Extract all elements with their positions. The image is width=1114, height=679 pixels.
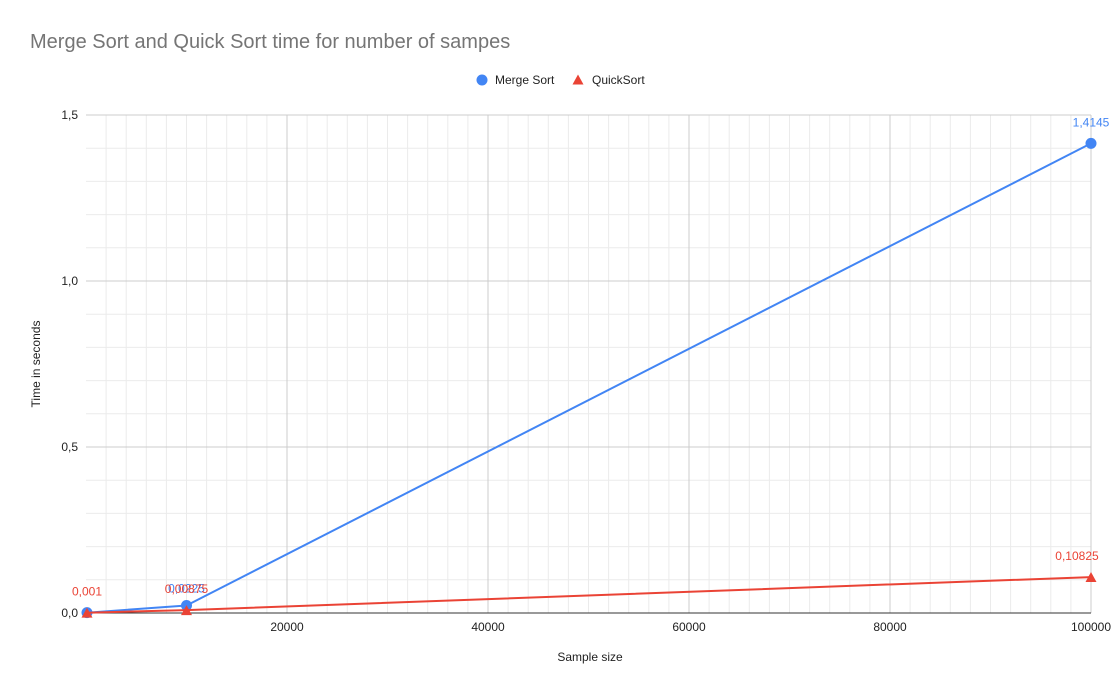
data-label-quicksort: 0,10825 [1055,549,1099,563]
data-label-quicksort: 0,00875 [165,582,209,596]
data-label-quicksort: 0,001 [72,585,102,599]
y-tick-label: 0,5 [61,440,78,454]
data-label-merge-sort: 0,0225 [168,582,205,596]
data-point-merge-sort [1085,137,1097,149]
data-point-quicksort [181,605,192,616]
y-tick-label: 1,0 [61,274,78,288]
data-point-quicksort [1085,572,1097,583]
x-tick-label: 40000 [471,620,505,634]
y-axis-title: Time in seconds [29,321,43,408]
y-tick-label: 1,5 [61,108,78,122]
x-tick-label: 100000 [1071,620,1111,634]
chart-title: Merge Sort and Quick Sort time for numbe… [30,31,510,53]
gridlines [86,114,1092,613]
series [81,137,1097,619]
data-labels: 0,0225 1,4145 0,001 0,00875 0,10825 [72,115,1110,598]
x-tick-label: 20000 [270,620,304,634]
x-tick-label: 60000 [672,620,706,634]
axes: 20000 40000 60000 80000 100000 0,0 0,5 1,0 1,5 [61,108,1111,634]
legend: Merge Sort QuickSort [476,73,645,87]
x-axis-title: Sample size [557,650,623,664]
legend-label-merge-sort: Merge Sort [495,73,555,87]
data-point-quicksort [81,607,93,618]
legend-marker-merge-sort [476,74,488,86]
legend-marker-quicksort [572,74,584,85]
legend-label-quicksort: QuickSort [592,73,645,87]
x-tick-label: 80000 [873,620,907,634]
data-label-merge-sort: 1,4145 [1073,115,1110,129]
y-tick-label: 0,0 [61,606,78,620]
